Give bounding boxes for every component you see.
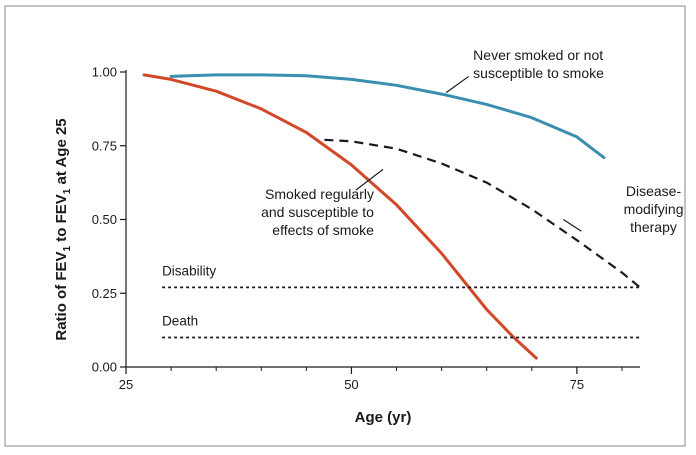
annotation-pointer xyxy=(355,168,384,191)
annotation-text: Death xyxy=(162,314,198,329)
y-axis-title-subscript: 1 xyxy=(62,245,73,251)
annotation-pointer xyxy=(445,75,470,94)
y-axis-title-part: to FEV xyxy=(53,194,70,246)
y-axis-title-part: Ratio of FEV xyxy=(53,251,70,340)
y-tick-label: 0.50 xyxy=(92,212,117,227)
y-tick-label: 0.25 xyxy=(92,286,117,301)
annotation-never_smoked: Never smoked or not susceptible to smoke xyxy=(445,47,604,94)
annotation-text: therapy xyxy=(630,219,677,235)
series-line-never_smoked xyxy=(169,73,606,160)
annotation-disease_modifying: Disease-modifying therapy xyxy=(563,183,683,235)
annotation-text: Disability xyxy=(162,264,216,279)
y-axis-title: Ratio of FEV1 to FEV1 at Age 25 xyxy=(53,118,73,340)
annotation-pointer xyxy=(563,218,582,232)
annotation-text: modifying xyxy=(624,201,684,217)
y-axis-title-part: at Age 25 xyxy=(53,118,70,188)
series-lines xyxy=(142,73,641,360)
annotations: Never smoked or not susceptible to smoke S… xyxy=(162,47,683,329)
annotation-text: Smoked regularly xyxy=(265,186,374,202)
annotation-disability: Disability xyxy=(162,264,216,279)
y-tick-label: 1.00 xyxy=(92,65,117,80)
series-line-smoked_susceptible xyxy=(142,73,538,360)
annotation-text: Never smoked or not xyxy=(473,47,603,63)
y-tick-label: 0.00 xyxy=(92,360,117,375)
x-tick-label: 75 xyxy=(570,377,584,392)
y-tick-label: 0.75 xyxy=(92,138,117,153)
annotation-text: and susceptible to xyxy=(261,204,374,220)
x-axis-title: Age (yr) xyxy=(355,409,412,426)
x-tick-label: 25 xyxy=(119,377,133,392)
annotation-text: effects of smoke xyxy=(272,222,374,238)
annotation-death: Death xyxy=(162,314,198,329)
y-axis-title-subscript: 1 xyxy=(62,188,73,194)
axes: 0.00 0.25 0.50 0.75 1.00 25 50 75 xyxy=(92,65,640,392)
annotation-smoked_susceptible: Smoked regularly and susceptible to effect… xyxy=(261,168,384,238)
series-line-disease_modifying xyxy=(324,138,641,289)
annotation-text: susceptible to smoke xyxy=(473,65,604,81)
annotation-text: Disease- xyxy=(626,183,682,199)
x-tick-label: 50 xyxy=(344,377,358,392)
